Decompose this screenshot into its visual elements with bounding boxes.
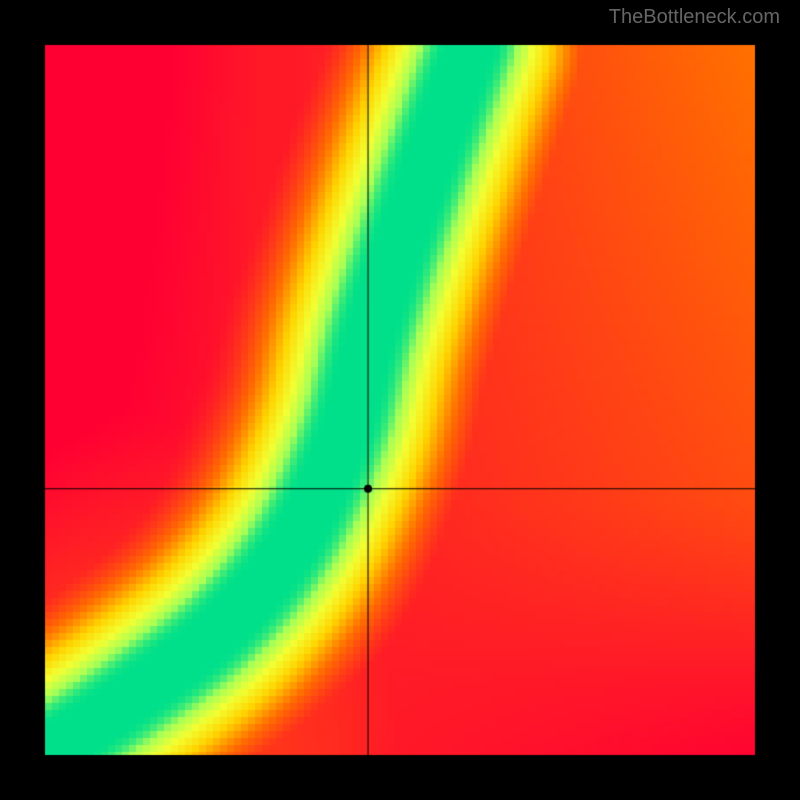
watermark-text: TheBottleneck.com bbox=[609, 6, 780, 29]
heatmap-canvas bbox=[0, 0, 800, 800]
